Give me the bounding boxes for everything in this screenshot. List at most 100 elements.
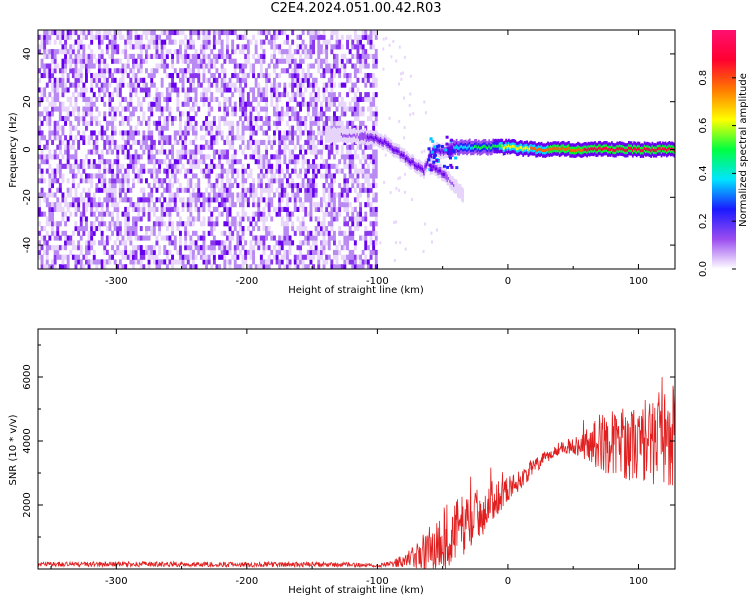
spectrogram-track-mark (380, 139, 382, 143)
spectrogram-cell (249, 240, 253, 246)
spectrogram-track-mark (488, 145, 491, 148)
spectrogram-cell (111, 92, 114, 98)
spectrogram-cell (366, 173, 370, 179)
spectrogram-cell (179, 187, 182, 193)
spectrogram-cell (356, 168, 360, 174)
spectrogram-cell (273, 130, 276, 136)
spectrogram-cell (267, 168, 271, 174)
spectrogram-cell (244, 240, 248, 246)
spectrogram-cell (92, 254, 96, 260)
spectrogram-cell (124, 245, 128, 251)
spectrogram-cell (58, 264, 62, 269)
spectrogram-track-mark (519, 145, 522, 149)
spectrogram-cell (361, 259, 365, 265)
spectrogram-cell (48, 116, 52, 122)
spectrogram-cell (126, 211, 130, 217)
spectrogram-cell (309, 202, 313, 208)
spectrogram-cell (325, 39, 329, 45)
spectrogram-cell (118, 58, 122, 64)
spectrogram-cell (301, 82, 305, 88)
spectrogram-cell (71, 168, 75, 174)
spectrogram-cell (137, 120, 141, 126)
spectrogram-cell (299, 168, 302, 174)
spectrogram-cell (152, 39, 156, 45)
spectrogram-cell (262, 206, 266, 212)
spectrogram-cell (111, 58, 114, 64)
spectrogram-cell (100, 125, 104, 131)
spectrogram-cell (301, 230, 305, 236)
spectrogram-cell (215, 139, 219, 145)
colorbar-tick-label: 0.4 (698, 165, 709, 181)
spectrogram-cell (202, 58, 206, 64)
spectrogram-cell (283, 130, 287, 136)
spectrogram-cell (184, 240, 188, 246)
spectrogram-cell (155, 68, 159, 74)
spectrogram-cell (220, 249, 224, 255)
spectrogram-track-mark (385, 141, 387, 144)
spectrogram-cell (317, 254, 321, 260)
spectrogram-cell (309, 39, 313, 45)
spectrogram-cell (338, 226, 342, 232)
spectrogram-cell (165, 211, 169, 217)
spectrogram-cell (64, 34, 67, 40)
spectrogram-cell (85, 192, 88, 198)
spectrogram-track-mark (573, 149, 575, 153)
spectrogram-cell (197, 77, 201, 83)
spectrogram-cell (226, 187, 229, 193)
spectrogram-cell (165, 49, 169, 55)
spectrogram-cell (291, 139, 295, 145)
spectrogram-cell (142, 149, 146, 155)
spectrogram-cell (155, 92, 159, 98)
spectrogram-cell (372, 245, 376, 251)
spectrogram-cell (171, 254, 174, 260)
spectrogram-track-mark (434, 167, 437, 171)
spectrogram-cell (322, 96, 326, 102)
spectrogram-cell (364, 77, 368, 83)
spectrogram-cell (95, 226, 99, 232)
spectrogram-cell (163, 68, 167, 74)
spectrogram-cell (202, 92, 206, 98)
spectrogram-cell (351, 120, 355, 126)
spectrogram-cell (244, 192, 248, 198)
spectrogram-cell (129, 44, 133, 50)
spectrogram-cell (299, 116, 302, 122)
spectrogram-cell (103, 63, 107, 69)
spectrogram-track-mark (535, 149, 538, 152)
spectrogram-cell (51, 211, 54, 217)
spectrogram-cell (181, 264, 185, 269)
spectrogram-cell (40, 120, 44, 126)
spectrogram-cell (113, 202, 117, 208)
spectrogram-cell (132, 178, 135, 184)
spectrogram-track-mark (591, 147, 594, 151)
spectrogram-cell (147, 216, 151, 222)
spectrogram-cell (139, 178, 143, 184)
spectrogram-cell (160, 159, 164, 165)
spectrogram-cell (85, 154, 88, 160)
spectrogram-track-mark (579, 149, 582, 153)
spectrogram-cell (348, 73, 352, 79)
spectrogram-cell (199, 168, 203, 174)
spectrogram-cell (265, 163, 268, 169)
spectrogram-cell (85, 202, 88, 208)
spectrogram-cell (48, 125, 52, 131)
spectrogram-cell (118, 183, 122, 189)
spectrogram-cell (226, 149, 229, 155)
spectrogram-cell (48, 216, 52, 222)
spectrogram-cell (129, 96, 133, 102)
spectrogram-cell (111, 216, 114, 222)
spectrogram-cell (194, 125, 198, 131)
spectrogram-track-mark (413, 163, 416, 167)
spectrogram-cell (215, 130, 219, 136)
spectrogram-cell (176, 187, 180, 193)
spectrogram-cell (95, 135, 99, 141)
spectrogram-track-mark (600, 148, 603, 152)
spectrogram-cell (252, 154, 255, 160)
spectrogram-cell (186, 130, 190, 136)
spectrogram-cell (228, 192, 232, 198)
spectrogram-cell (239, 87, 242, 93)
spectrogram-cell (215, 183, 219, 189)
spectrogram-cell (299, 187, 302, 193)
spectrogram-cell (111, 202, 114, 208)
spectrogram-cell (79, 116, 83, 122)
spectrogram-track-mark (625, 149, 628, 152)
